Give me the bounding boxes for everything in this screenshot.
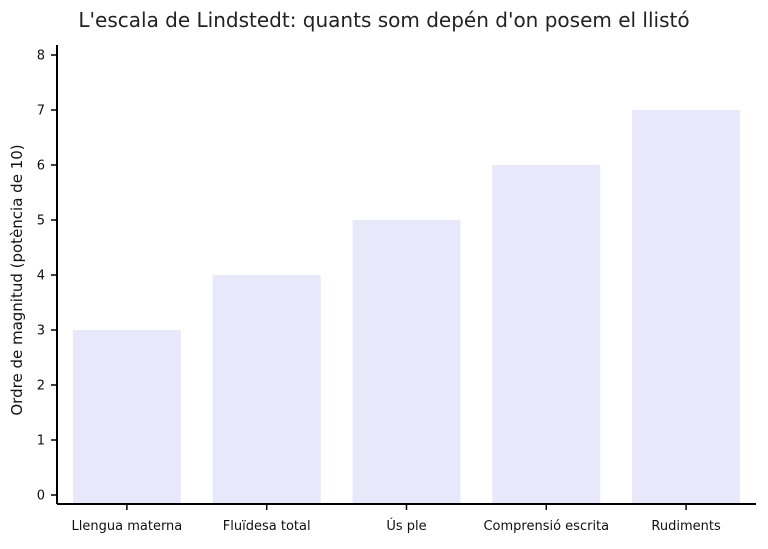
y-tick-label: 2 [37, 379, 45, 394]
y-axis-label: Ordre de magnitud (potència de 10) [8, 144, 26, 415]
x-tick-label: Comprensió escrita [483, 519, 609, 534]
x-tick-label: Rudiments [651, 519, 721, 534]
y-tick-label: 4 [37, 269, 45, 284]
bar-3 [352, 220, 461, 504]
bar-1 [72, 330, 181, 504]
x-tick-label: Ús ple [386, 518, 426, 534]
y-tick-label: 6 [37, 159, 45, 174]
x-tick-label: Fluïdesa total [223, 519, 311, 534]
bar-5 [632, 110, 741, 504]
y-tick-label: 1 [37, 434, 45, 449]
chart-title: L'escala de Lindstedt: quants som depén … [78, 8, 690, 32]
bar-2 [212, 275, 321, 504]
y-tick-label: 8 [37, 49, 45, 64]
y-tick-label: 3 [37, 324, 45, 339]
y-tick-label: 0 [37, 489, 45, 504]
bar-4 [492, 165, 601, 504]
y-tick-label: 5 [37, 214, 45, 229]
y-tick-label: 7 [37, 104, 45, 119]
x-axis-ticks: Llengua materna Fluïdesa total Ús ple Compr… [72, 504, 721, 534]
y-axis-ticks: 0 1 2 3 4 5 6 7 8 [37, 49, 57, 504]
x-tick-label: Llengua materna [72, 519, 183, 534]
bars-group [72, 110, 741, 504]
